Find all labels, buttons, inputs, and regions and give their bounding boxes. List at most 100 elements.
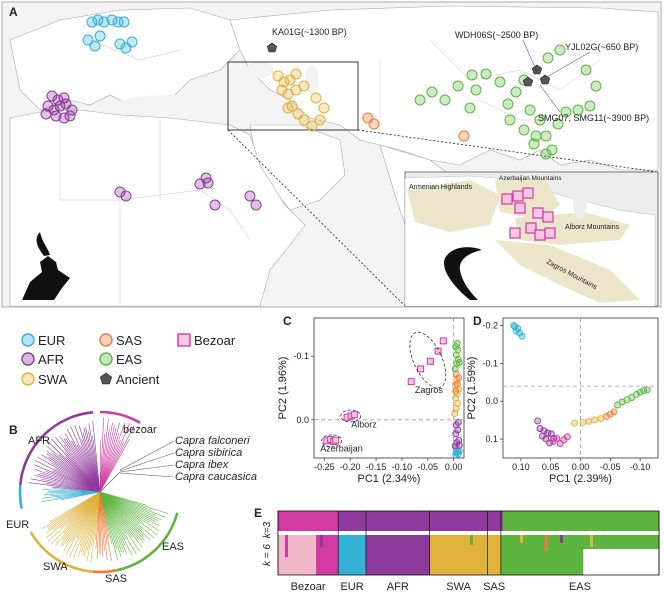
map-marker-swa bbox=[298, 80, 310, 92]
tree-branch-afr bbox=[39, 472, 101, 493]
map-marker-afr bbox=[40, 108, 52, 120]
tree-label-bezoar: bezoar bbox=[123, 424, 157, 436]
tree-branch-afr bbox=[88, 423, 101, 493]
tree-branch-swa bbox=[77, 491, 101, 558]
tree-branch-swa bbox=[90, 491, 101, 564]
ancient-leader-2 bbox=[544, 51, 591, 79]
inset-map: Armenian Highlands Azerbaijan Mountains … bbox=[404, 171, 659, 307]
inset-zagros-mtns bbox=[495, 240, 640, 303]
map-marker-swa bbox=[290, 68, 302, 80]
admix-segment-bezoar bbox=[316, 535, 339, 575]
tree-label-sas: SAS bbox=[105, 573, 127, 585]
legend-swatch-afr bbox=[21, 352, 35, 366]
pca-point-sas bbox=[452, 387, 460, 395]
tree-branch-sas bbox=[96, 491, 101, 559]
admix-streak bbox=[590, 535, 593, 547]
tree-branch-afr bbox=[70, 426, 101, 493]
pca-point-swa bbox=[571, 419, 578, 427]
tree-branch-swa bbox=[60, 491, 101, 546]
tree-branch-afr bbox=[30, 478, 101, 493]
tree-branch-swa bbox=[69, 491, 101, 558]
map-marker-eas bbox=[530, 130, 542, 142]
tree-branch-afr bbox=[92, 420, 101, 493]
tree-branch-bezoar bbox=[99, 429, 110, 493]
map-marker-eas bbox=[590, 80, 602, 92]
panel-label-d: D bbox=[473, 314, 482, 328]
tree-branch-bezoar bbox=[99, 419, 109, 493]
pca-x-tick-label: -0.10 bbox=[630, 462, 651, 472]
pca-y-tick-label: -0.2 bbox=[482, 321, 498, 331]
panel-label-e: E bbox=[254, 506, 262, 520]
tree-branch-eas bbox=[99, 491, 137, 555]
pca-point-sas bbox=[610, 408, 618, 416]
legend-swatch-swa bbox=[21, 372, 35, 386]
tree-branch-eas bbox=[99, 491, 139, 540]
inset-label-alborz: Alborz Mountains bbox=[565, 224, 620, 231]
tree-branch-afr bbox=[46, 446, 101, 493]
tree-branch-eas bbox=[99, 491, 143, 548]
map-ancient-marker bbox=[531, 64, 543, 75]
tree-arc-sas bbox=[92, 569, 117, 574]
pca-point-bezoar bbox=[407, 378, 415, 386]
pca-point-eur bbox=[510, 322, 518, 330]
legend-swatch-sas bbox=[99, 333, 113, 347]
panel-b-tree: B AFR bezoar EUR SWA SAS EAS Capra falco… bbox=[6, 410, 257, 585]
map-marker-eas bbox=[572, 104, 584, 116]
map-marker-swa bbox=[282, 102, 294, 114]
map-marker-afr bbox=[42, 100, 54, 112]
tree-label-afr: AFR bbox=[28, 435, 50, 447]
map-marker-eur bbox=[82, 34, 94, 46]
legend-label-sas: SAS bbox=[116, 333, 142, 348]
tree-branch-afr bbox=[65, 438, 101, 493]
pca-point-bezoar bbox=[434, 347, 442, 355]
tree-branch-sas bbox=[99, 491, 102, 556]
tree-branch-eur bbox=[52, 488, 101, 493]
pca-point-afr bbox=[534, 417, 542, 425]
tree-branch-afr bbox=[74, 424, 101, 493]
map-ancient-marker bbox=[539, 74, 551, 85]
tree-branch-afr bbox=[51, 438, 101, 493]
tree-branch-eas bbox=[99, 491, 133, 556]
tree-branch-eas bbox=[99, 491, 156, 522]
pca-point-swa bbox=[452, 404, 460, 412]
pca-annotation-label: Azerbaijan bbox=[320, 444, 363, 454]
inset-armenian-highlands bbox=[407, 180, 500, 232]
pca-x-tick-label: -0.05 bbox=[600, 462, 621, 472]
map-marker-eas bbox=[518, 124, 530, 136]
bezoar-head-silhouette bbox=[444, 247, 482, 300]
admix-segment-sas bbox=[487, 535, 502, 575]
tree-branch-swa bbox=[50, 491, 101, 545]
tree-branch-afr bbox=[41, 454, 101, 493]
tree-branch-eas bbox=[99, 491, 126, 546]
tree-branch-afr bbox=[83, 427, 101, 493]
admix-segment-afr bbox=[366, 535, 431, 575]
legend-label-swa: SWA bbox=[38, 372, 67, 387]
inset-bezoar-square bbox=[532, 207, 544, 219]
tree-branch-eas bbox=[99, 491, 122, 557]
tree-branch-sas bbox=[99, 491, 108, 561]
ancient-label-wdh06s: WDH06S(~2500 BP) bbox=[455, 30, 538, 40]
tree-branch-afr bbox=[28, 482, 101, 493]
map-marker-afr bbox=[244, 190, 256, 202]
map-ancient-markers bbox=[266, 42, 551, 87]
pca-point-bezoar bbox=[563, 433, 571, 441]
map-marker-eur bbox=[126, 36, 138, 48]
tree-branch-sas bbox=[95, 491, 101, 549]
pca-x-tick-label: 0.10 bbox=[512, 462, 530, 472]
tree-branch-afr bbox=[85, 427, 101, 493]
panel-label-c: C bbox=[283, 314, 292, 328]
tree-branch-afr bbox=[63, 438, 101, 493]
map-marker-eur bbox=[94, 30, 106, 42]
tree-arc-eur bbox=[18, 484, 23, 509]
map-marker-eas bbox=[542, 52, 554, 64]
ancient-label-smg: SMG07, SMG11(~3900 BP) bbox=[538, 113, 649, 123]
pca-point-bezoar bbox=[426, 357, 434, 365]
tree-branch-eas bbox=[99, 491, 117, 549]
legend-label-bezoar: Bezoar bbox=[194, 333, 236, 348]
pca-y-tick-label: -0.1 bbox=[293, 351, 309, 361]
admix-streak bbox=[285, 535, 288, 557]
pca-point-afr bbox=[540, 427, 548, 435]
tree-branch-afr bbox=[78, 425, 101, 493]
admix-streak bbox=[560, 535, 563, 543]
inset-bezoar-square bbox=[534, 229, 546, 241]
